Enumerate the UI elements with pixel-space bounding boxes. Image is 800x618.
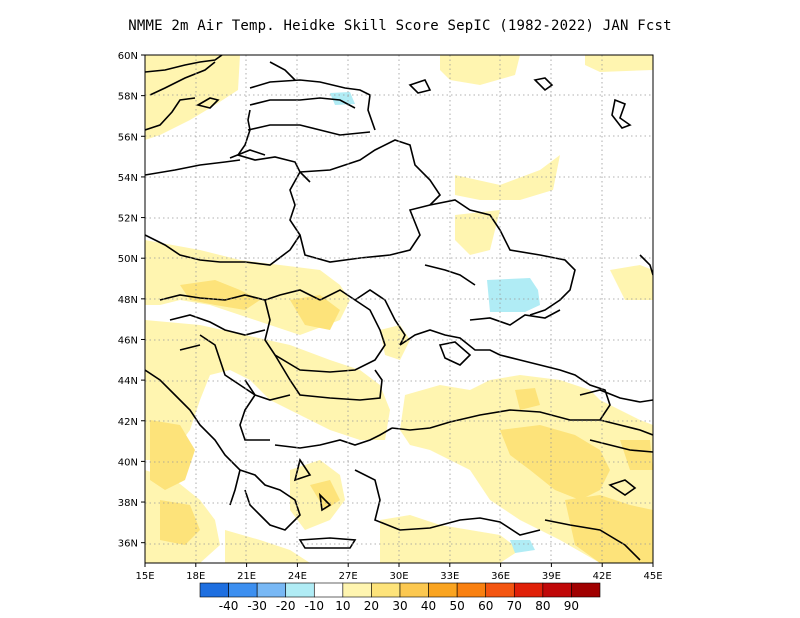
lon-tick-label: 18E xyxy=(186,571,205,582)
colorbar-swatch xyxy=(456,582,487,598)
colorbar-label: 60 xyxy=(478,599,493,613)
colorbar-swatch xyxy=(399,582,429,598)
colorbar-label: -40 xyxy=(219,599,239,613)
lat-tick-label: 52N xyxy=(118,214,138,225)
lat-tick-label: 36N xyxy=(118,539,138,550)
lat-tick-label: 50N xyxy=(118,254,138,265)
colorbar-swatch xyxy=(199,582,229,598)
lat-tick-label: 44N xyxy=(118,376,138,387)
lat-tick-label: 58N xyxy=(118,92,138,103)
lat-tick-label: 48N xyxy=(118,295,138,306)
colorbar-swatch xyxy=(371,582,401,598)
longitude-labels: 15E 18E 21E 24E 27E 30E 33E 36E 39E 42E 45E xyxy=(135,563,663,582)
lon-tick-label: 21E xyxy=(237,571,256,582)
map-grid xyxy=(145,55,653,563)
lon-tick-label: 30E xyxy=(389,571,408,582)
latitude-labels: 36N 38N 40N 42N 44N 46N 48N 50N 52N 54N 56N 58N 60N xyxy=(118,51,145,550)
colorbar-label: 90 xyxy=(564,599,579,613)
coastlines-borders xyxy=(145,55,653,561)
skill-shading xyxy=(145,55,653,563)
lon-tick-label: 39E xyxy=(542,571,561,582)
lat-tick-label: 40N xyxy=(118,457,138,468)
colorbar-label: 10 xyxy=(335,599,350,613)
lon-tick-label: 45E xyxy=(643,571,662,582)
lon-tick-label: 15E xyxy=(135,571,154,582)
colorbar-swatch xyxy=(542,582,572,598)
colorbar-label: 40 xyxy=(421,599,436,613)
colorbar-label: -20 xyxy=(276,599,296,613)
colorbar: -40 -30 -20 -10 10 20 30 40 50 60 70 80 90 xyxy=(199,582,601,613)
colorbar-label: 80 xyxy=(535,599,550,613)
colorbar-label: -30 xyxy=(247,599,267,613)
colorbar-label: -10 xyxy=(304,599,324,613)
colorbar-swatch xyxy=(313,582,344,598)
colorbar-label: 30 xyxy=(392,599,407,613)
lon-tick-label: 42E xyxy=(593,571,612,582)
skill-20-30-regions xyxy=(150,280,653,563)
colorbar-swatch xyxy=(513,582,544,598)
lon-tick-label: 27E xyxy=(339,571,358,582)
lat-tick-label: 56N xyxy=(118,132,138,143)
lat-tick-label: 42N xyxy=(118,417,138,428)
colorbar-swatch xyxy=(256,582,287,598)
colorbar-swatch xyxy=(571,582,601,598)
colorbar-swatch xyxy=(285,582,315,598)
colorbar-swatch xyxy=(485,582,515,598)
lat-tick-label: 38N xyxy=(118,498,138,509)
map-title: NMME 2m Air Temp. Heidke Skill Score Sep… xyxy=(128,18,672,34)
colorbar-label: 20 xyxy=(364,599,379,613)
colorbar-label: 50 xyxy=(450,599,465,613)
colorbar-swatch xyxy=(228,582,258,598)
lat-tick-label: 46N xyxy=(118,335,138,346)
lon-tick-label: 36E xyxy=(491,571,510,582)
lon-tick-label: 24E xyxy=(288,571,307,582)
lat-tick-label: 54N xyxy=(118,173,138,184)
lon-tick-label: 33E xyxy=(440,571,459,582)
colorbar-swatch xyxy=(342,582,372,598)
lat-tick-label: 60N xyxy=(118,51,138,62)
colorbar-swatch xyxy=(428,582,458,598)
colorbar-label: 70 xyxy=(507,599,522,613)
